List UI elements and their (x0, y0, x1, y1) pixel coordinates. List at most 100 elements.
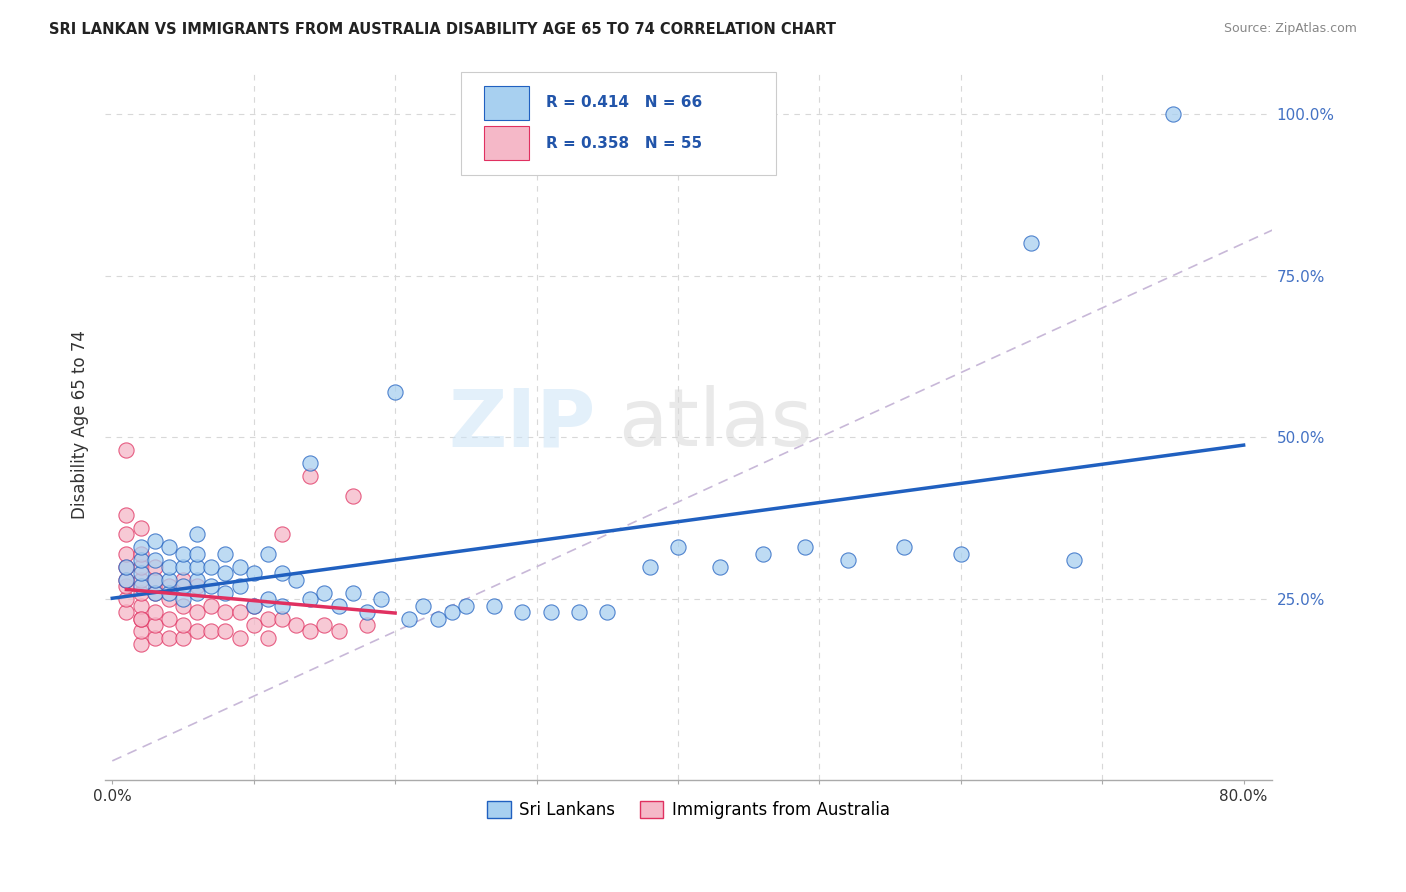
Text: ZIP: ZIP (449, 385, 595, 464)
Point (242, 599, 264, 613)
Point (314, 618, 336, 632)
Point (115, 573, 138, 587)
Point (157, 592, 180, 607)
Point (398, 611, 420, 625)
Point (129, 599, 152, 613)
Point (115, 573, 138, 587)
Text: R = 0.414   N = 66: R = 0.414 N = 66 (546, 95, 703, 111)
Point (186, 579, 208, 593)
Point (893, 541, 915, 555)
Point (172, 559, 194, 574)
Point (299, 592, 322, 607)
Point (186, 573, 208, 587)
Point (129, 637, 152, 651)
Point (214, 605, 236, 619)
Point (228, 631, 250, 645)
Point (200, 599, 222, 613)
Point (342, 585, 364, 599)
Point (186, 547, 208, 561)
Point (143, 618, 166, 632)
Point (1063, 553, 1085, 567)
Point (115, 527, 138, 541)
Point (129, 624, 152, 639)
Point (172, 631, 194, 645)
Point (299, 624, 322, 639)
Point (157, 611, 180, 625)
Point (328, 624, 350, 639)
Point (299, 456, 322, 470)
Point (949, 547, 972, 561)
Point (186, 559, 208, 574)
Point (143, 559, 166, 574)
Point (384, 385, 406, 400)
Point (157, 631, 180, 645)
Point (129, 559, 152, 574)
Point (512, 605, 534, 619)
Point (242, 618, 264, 632)
Point (440, 605, 463, 619)
Point (200, 559, 222, 574)
Point (228, 605, 250, 619)
Point (540, 605, 562, 619)
Legend: Sri Lankans, Immigrants from Australia: Sri Lankans, Immigrants from Australia (481, 794, 897, 825)
Point (256, 547, 278, 561)
Point (1021, 236, 1043, 251)
Point (214, 566, 236, 581)
Point (143, 573, 166, 587)
Point (482, 599, 505, 613)
Point (115, 508, 138, 522)
Point (186, 527, 208, 541)
Point (242, 566, 264, 581)
Point (129, 611, 152, 625)
Point (115, 605, 138, 619)
Point (115, 547, 138, 561)
Point (115, 559, 138, 574)
Point (143, 605, 166, 619)
Point (228, 579, 250, 593)
Point (143, 585, 166, 599)
Point (200, 579, 222, 593)
Point (129, 579, 152, 593)
Point (314, 585, 336, 599)
Point (426, 611, 449, 625)
Point (172, 592, 194, 607)
Point (370, 592, 392, 607)
Point (157, 585, 180, 599)
FancyBboxPatch shape (485, 126, 529, 161)
Point (129, 573, 152, 587)
Point (200, 624, 222, 639)
Point (172, 579, 194, 593)
Point (129, 553, 152, 567)
Point (129, 566, 152, 581)
Point (328, 599, 350, 613)
Point (271, 611, 294, 625)
Point (129, 547, 152, 561)
Point (214, 547, 236, 561)
Point (214, 624, 236, 639)
Point (454, 599, 477, 613)
Point (186, 585, 208, 599)
Text: R = 0.358   N = 55: R = 0.358 N = 55 (546, 136, 703, 151)
Point (271, 566, 294, 581)
Point (115, 592, 138, 607)
Point (271, 599, 294, 613)
Point (709, 559, 731, 574)
Point (1161, 107, 1184, 121)
Point (129, 521, 152, 535)
Point (342, 489, 364, 503)
Point (115, 559, 138, 574)
Text: SRI LANKAN VS IMMIGRANTS FROM AUSTRALIA DISABILITY AGE 65 TO 74 CORRELATION CHAR: SRI LANKAN VS IMMIGRANTS FROM AUSTRALIA … (49, 22, 837, 37)
Point (256, 631, 278, 645)
Point (837, 553, 859, 567)
Point (157, 579, 180, 593)
Point (143, 553, 166, 567)
Point (568, 605, 591, 619)
Point (172, 599, 194, 613)
Point (356, 618, 378, 632)
Point (285, 618, 308, 632)
Point (186, 624, 208, 639)
Point (143, 585, 166, 599)
Point (157, 559, 180, 574)
Point (129, 585, 152, 599)
Point (115, 443, 138, 458)
